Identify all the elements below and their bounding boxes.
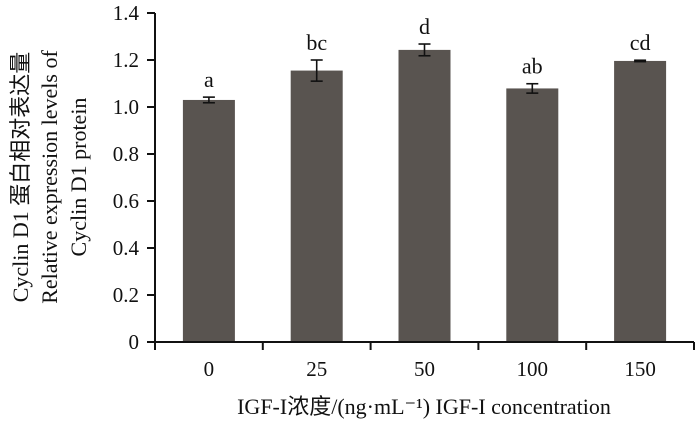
significance-label: bc [306, 30, 327, 55]
y-tick-label: 0.4 [113, 236, 140, 260]
x-tick-label: 50 [414, 357, 435, 381]
bars [182, 49, 667, 343]
significance-label: a [204, 67, 214, 92]
y-axis-title-line-2: Relative expression levels of [37, 50, 62, 304]
y-tick-label: 1.0 [113, 95, 139, 119]
significance-label: cd [630, 30, 651, 55]
bar-150 [614, 60, 667, 342]
y-axis-ticks: 0 0.2 0.4 0.6 0.8 1.0 1.2 1.4 [113, 1, 155, 354]
y-axis-title-line-3: Cyclin D1 protein [66, 98, 91, 257]
bar-0 [182, 99, 235, 342]
y-tick-label: 0.6 [113, 189, 139, 213]
significance-label: ab [522, 54, 543, 79]
x-axis-title: IGF-I浓度/(ng·mL⁻¹) IGF-I concentration [237, 394, 611, 419]
x-tick-label: 25 [306, 357, 327, 381]
bar-50 [398, 49, 451, 343]
y-tick-label: 0 [129, 330, 140, 354]
error-bars [202, 43, 647, 104]
bar-25 [290, 70, 343, 342]
x-tick-label: 0 [204, 357, 215, 381]
x-axis-ticks: 0 25 50 100 150 [154, 342, 695, 381]
x-tick-label: 100 [517, 357, 549, 381]
x-tick-label: 150 [624, 357, 656, 381]
bar-100 [506, 88, 559, 342]
y-axis-title-line-1: Cyclin D1 蛋白相对表达量 [8, 52, 33, 303]
y-tick-label: 0.2 [113, 283, 139, 307]
y-tick-label: 0.8 [113, 142, 139, 166]
significance-label: d [419, 14, 430, 39]
y-tick-label: 1.4 [113, 1, 140, 25]
y-tick-label: 1.2 [113, 48, 139, 72]
